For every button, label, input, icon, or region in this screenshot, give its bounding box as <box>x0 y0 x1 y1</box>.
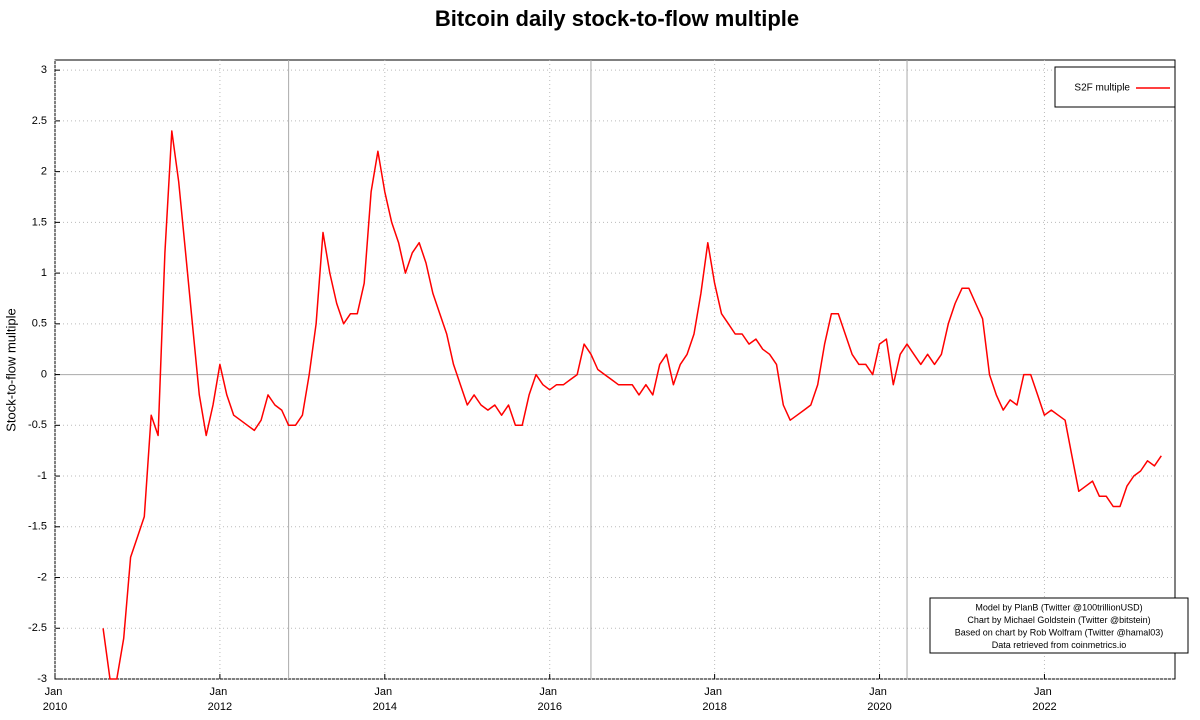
y-tick-label: 0.5 <box>32 318 47 330</box>
legend-box <box>1054 66 1176 108</box>
credit-line: Chart by Michael Goldstein (Twitter @bit… <box>967 615 1150 625</box>
y-tick-label: 0 <box>41 368 47 380</box>
x-tick-label: Jan 2010 <box>43 686 67 713</box>
y-tick-label: 2 <box>41 166 47 178</box>
x-tick-label: Jan 2014 <box>373 686 397 713</box>
data-line <box>102 130 1162 680</box>
y-tick-label: 1.5 <box>32 216 47 228</box>
chart-title: Bitcoin daily stock-to-flow multiple <box>435 6 799 31</box>
y-tick-label: -3 <box>37 673 47 685</box>
y-axis-label: Stock-to-flow multiple <box>3 308 18 432</box>
credit-line: Data retrieved from coinmetrics.io <box>992 640 1127 650</box>
credit-line: Model by PlanB (Twitter @100trillionUSD) <box>975 602 1142 612</box>
y-tick-label: -1 <box>37 470 47 482</box>
y-tick-label: -2.5 <box>28 622 47 634</box>
plot-frame <box>54 59 1176 680</box>
x-tick-label: Jan 2022 <box>1032 686 1056 713</box>
y-tick-label: 1 <box>41 267 47 279</box>
x-tick-label: Jan 2012 <box>208 686 232 713</box>
y-tick-label: -2 <box>37 571 47 583</box>
credit-line: Based on chart by Rob Wolfram (Twitter @… <box>955 627 1164 637</box>
y-tick-label: 2.5 <box>32 115 47 127</box>
x-tick-label: Jan 2020 <box>867 686 891 713</box>
x-tick-label: Jan 2016 <box>537 686 561 713</box>
y-tick-label: -1.5 <box>28 521 47 533</box>
y-tick-label: 3 <box>41 64 47 76</box>
legend-label: S2F multiple <box>1074 83 1130 94</box>
x-tick-label: Jan 2018 <box>702 686 726 713</box>
credits-box <box>929 597 1189 654</box>
y-tick-label: -0.5 <box>28 419 47 431</box>
